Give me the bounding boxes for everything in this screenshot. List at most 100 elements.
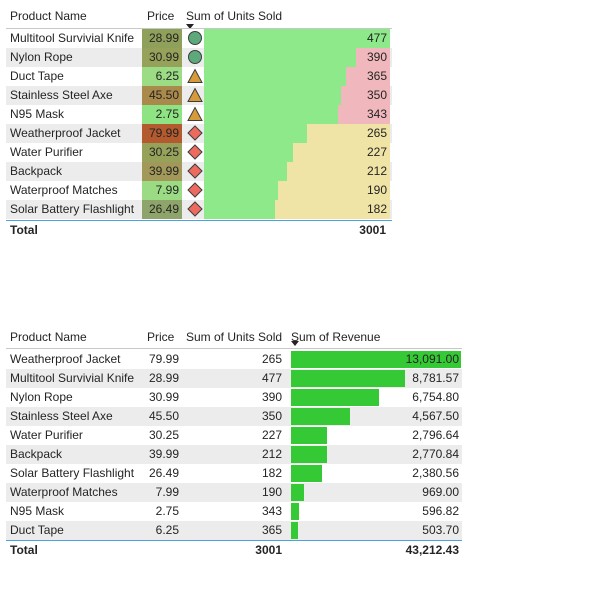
revenue-bar — [291, 465, 322, 482]
table-row[interactable]: Water Purifier 30.25 227 — [6, 143, 392, 162]
price-cell: 6.25 — [155, 69, 179, 83]
sort-descending-icon[interactable] — [291, 341, 299, 346]
table-row[interactable]: Weatherproof Jacket 79.99 265 13,091.00 — [6, 350, 462, 369]
table2-header-row: Product Name Price Sum of Units Sold Sum… — [6, 325, 462, 347]
table-row[interactable]: Nylon Rope 30.99 390 6,754.80 — [6, 388, 462, 407]
price-cell: 30.25 — [148, 428, 179, 442]
price-cell: 45.50 — [148, 409, 179, 423]
price-column-header[interactable]: Price — [147, 9, 175, 23]
table1-total-label: Total — [10, 223, 38, 237]
units-bar — [204, 162, 287, 181]
triangle-status-icon — [187, 87, 203, 102]
units-sold-cell: 227 — [366, 145, 387, 159]
table-row[interactable]: Nylon Rope 30.99 390 — [6, 48, 392, 67]
price-cell: 6.25 — [155, 523, 179, 537]
units-sold-cell: 477 — [366, 31, 387, 45]
price-column-header[interactable]: Price — [147, 330, 175, 344]
product-name-cell: Water Purifier — [10, 145, 83, 159]
units-sold-table: Product Name Price Sum of Units Sold Mul… — [6, 4, 392, 244]
revenue-bar — [291, 408, 351, 425]
revenue-cell: 13,091.00 — [405, 352, 459, 366]
table-row[interactable]: Waterproof Matches 7.99 190 — [6, 181, 392, 200]
table-row[interactable]: Water Purifier 30.25 227 2,796.64 — [6, 426, 462, 445]
price-cell: 7.99 — [155, 485, 179, 499]
units-sold-cell: 190 — [366, 183, 387, 197]
product-name-cell: Backpack — [10, 164, 63, 178]
table-row[interactable]: Backpack 39.99 212 — [6, 162, 392, 181]
diamond-status-icon — [187, 144, 203, 160]
units-sold-cell: 390 — [261, 390, 282, 404]
sort-descending-icon[interactable] — [186, 24, 194, 29]
revenue-cell: 8,781.57 — [412, 371, 459, 385]
units-sold-cell: 477 — [261, 371, 282, 385]
product-name-cell: Solar Battery Flashlight — [10, 202, 135, 216]
revenue-cell: 4,567.50 — [412, 409, 459, 423]
units-sold-column-header[interactable]: Sum of Units Sold — [186, 330, 283, 344]
diamond-status-icon — [187, 125, 203, 141]
table-row[interactable]: Stainless Steel Axe 45.50 350 — [6, 86, 392, 105]
product-name-cell: Weatherproof Jacket — [10, 126, 121, 140]
revenue-cell: 969.00 — [422, 485, 459, 499]
revenue-bar — [291, 503, 299, 520]
table1-header-row: Product Name Price Sum of Units Sold — [6, 4, 392, 29]
price-cell: 79.99 — [148, 352, 179, 366]
table-row[interactable]: Backpack 39.99 212 2,770.84 — [6, 445, 462, 464]
units-sold-column-header[interactable]: Sum of Units Sold — [186, 9, 283, 23]
table-row[interactable]: N95 Mask 2.75 343 — [6, 105, 392, 124]
price-cell-background — [142, 181, 182, 200]
price-cell: 39.99 — [148, 447, 179, 461]
table-row[interactable]: Duct Tape 6.25 365 — [6, 67, 392, 86]
table2-header-divider — [6, 348, 462, 349]
units-sold-cell: 350 — [366, 88, 387, 102]
revenue-cell: 6,754.80 — [412, 390, 459, 404]
diamond-status-icon — [187, 163, 203, 179]
price-cell: 30.25 — [148, 145, 179, 159]
units-bar — [204, 29, 390, 48]
product-name-cell: Stainless Steel Axe — [10, 88, 113, 102]
product-name-column-header[interactable]: Product Name — [10, 9, 87, 23]
table-row[interactable]: Waterproof Matches 7.99 190 969.00 — [6, 483, 462, 502]
table-row[interactable]: Duct Tape 6.25 365 503.70 — [6, 521, 462, 540]
revenue-bar — [291, 522, 298, 539]
price-cell-background — [142, 29, 182, 48]
price-cell-background — [142, 124, 182, 143]
revenue-bar — [291, 427, 328, 444]
price-cell: 7.99 — [155, 183, 179, 197]
table-row[interactable]: Solar Battery Flashlight 26.49 182 — [6, 200, 392, 219]
product-name-cell: Waterproof Matches — [10, 485, 118, 499]
product-name-cell: Nylon Rope — [10, 390, 73, 404]
revenue-cell: 2,796.64 — [412, 428, 459, 442]
units-bar — [204, 67, 347, 86]
table-row[interactable]: Multitool Survivial Knife 28.99 477 — [6, 29, 392, 48]
product-name-column-header[interactable]: Product Name — [10, 330, 87, 344]
table-row[interactable]: N95 Mask 2.75 343 596.82 — [6, 502, 462, 521]
table1-total-row: Total 3001 — [6, 221, 392, 240]
price-cell: 39.99 — [148, 164, 179, 178]
units-bar — [204, 48, 357, 67]
revenue-bar — [291, 389, 379, 406]
price-cell: 28.99 — [148, 31, 179, 45]
table-row[interactable]: Weatherproof Jacket 79.99 265 — [6, 124, 392, 143]
revenue-bar — [291, 484, 304, 501]
product-name-cell: Duct Tape — [10, 69, 64, 83]
price-cell-background — [142, 48, 182, 67]
units-sold-cell: 227 — [261, 428, 282, 442]
table1-total-divider — [6, 220, 392, 221]
table2-total-units: 3001 — [255, 543, 282, 557]
table2-total-revenue: 43,212.43 — [405, 543, 459, 557]
units-sold-cell: 390 — [366, 50, 387, 64]
price-cell-background — [142, 162, 182, 181]
revenue-bar — [291, 351, 461, 368]
table-row[interactable]: Solar Battery Flashlight 26.49 182 2,380.56 — [6, 464, 462, 483]
table-row[interactable]: Stainless Steel Axe 45.50 350 4,567.50 — [6, 407, 462, 426]
units-sold-cell: 212 — [366, 164, 387, 178]
table-row[interactable]: Multitool Survivial Knife 28.99 477 8,781.5… — [6, 369, 462, 388]
price-cell: 28.99 — [148, 371, 179, 385]
revenue-column-header[interactable]: Sum of Revenue — [291, 330, 381, 344]
price-cell: 26.49 — [148, 466, 179, 480]
product-name-cell: Multitool Survivial Knife — [10, 31, 135, 45]
product-name-cell: Weatherproof Jacket — [10, 352, 121, 366]
price-cell: 26.49 — [148, 202, 179, 216]
price-cell: 2.75 — [155, 107, 179, 121]
units-sold-cell: 265 — [366, 126, 387, 140]
